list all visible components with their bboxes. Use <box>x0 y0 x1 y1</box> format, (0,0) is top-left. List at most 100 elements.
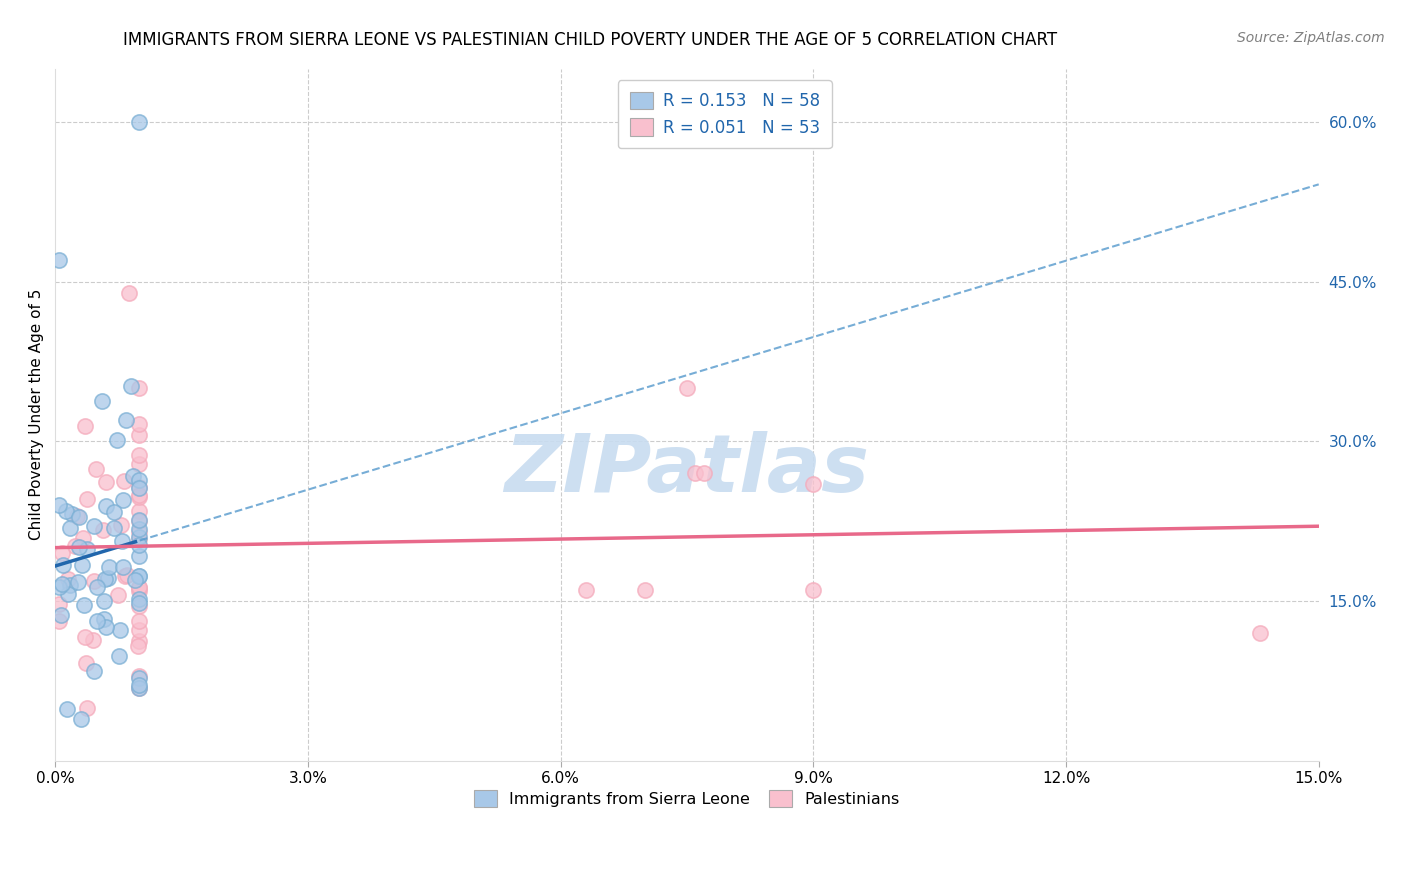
Point <box>128 569 150 583</box>
Point <box>67 510 90 524</box>
Point <box>117 567 139 582</box>
Point <box>128 569 150 583</box>
Point <box>83 664 105 678</box>
Point <box>55 504 77 518</box>
Point <box>103 505 125 519</box>
Point <box>103 521 125 535</box>
Point <box>128 428 150 442</box>
Point <box>575 583 598 598</box>
Y-axis label: Child Poverty Under the Age of 5: Child Poverty Under the Age of 5 <box>30 289 44 541</box>
Point <box>59 521 82 535</box>
Point <box>128 538 150 552</box>
Point <box>97 560 120 574</box>
Point <box>118 285 141 300</box>
Point <box>105 433 128 447</box>
Point <box>128 549 150 563</box>
Point <box>634 583 657 598</box>
Point <box>67 540 90 554</box>
Point <box>51 607 73 622</box>
Point <box>108 648 131 663</box>
Point <box>128 591 150 606</box>
Point <box>70 558 93 572</box>
Point <box>48 499 70 513</box>
Point <box>76 542 98 557</box>
Point <box>93 594 115 608</box>
Point <box>693 466 716 480</box>
Point <box>111 492 134 507</box>
Point <box>108 623 131 637</box>
Point <box>128 490 150 504</box>
Point <box>111 560 134 574</box>
Point <box>51 546 73 560</box>
Point <box>128 473 150 487</box>
Point <box>86 580 108 594</box>
Point <box>112 474 135 488</box>
Point <box>128 633 150 648</box>
Text: ZIPatlas: ZIPatlas <box>505 431 869 509</box>
Point <box>128 678 150 692</box>
Point <box>1249 626 1271 640</box>
Point <box>73 598 96 612</box>
Point <box>90 394 112 409</box>
Point <box>128 681 150 695</box>
Point <box>94 499 117 513</box>
Point <box>685 466 707 480</box>
Point <box>75 630 97 644</box>
Point <box>70 712 93 726</box>
Point <box>122 469 145 483</box>
Point <box>128 681 150 695</box>
Point <box>128 583 150 598</box>
Point <box>82 632 104 647</box>
Point <box>128 596 150 610</box>
Point <box>93 612 115 626</box>
Point <box>128 448 150 462</box>
Point <box>72 531 94 545</box>
Point <box>128 669 150 683</box>
Point <box>59 578 82 592</box>
Point <box>48 580 70 594</box>
Point <box>128 525 150 540</box>
Point <box>128 115 150 129</box>
Point <box>94 572 117 586</box>
Point <box>128 504 150 518</box>
Point <box>801 583 824 598</box>
Point <box>128 614 150 628</box>
Point <box>94 620 117 634</box>
Point <box>128 480 150 494</box>
Point <box>128 580 150 594</box>
Text: IMMIGRANTS FROM SIERRA LEONE VS PALESTINIAN CHILD POVERTY UNDER THE AGE OF 5 COR: IMMIGRANTS FROM SIERRA LEONE VS PALESTIN… <box>124 31 1057 49</box>
Point <box>76 491 98 506</box>
Point <box>83 519 105 533</box>
Point <box>56 587 79 601</box>
Point <box>73 418 96 433</box>
Point <box>75 656 97 670</box>
Point <box>107 588 129 602</box>
Point <box>124 573 146 587</box>
Point <box>76 701 98 715</box>
Point <box>83 574 105 589</box>
Point <box>128 581 150 595</box>
Point <box>115 413 138 427</box>
Point <box>56 701 79 715</box>
Point <box>801 476 824 491</box>
Point <box>114 569 136 583</box>
Point <box>128 599 150 613</box>
Point <box>127 639 149 653</box>
Point <box>63 540 86 554</box>
Point <box>128 623 150 637</box>
Point <box>128 458 150 472</box>
Point <box>48 253 70 268</box>
Point <box>128 532 150 546</box>
Point <box>66 509 89 524</box>
Point <box>94 475 117 490</box>
Point <box>91 524 114 538</box>
Point <box>128 481 150 495</box>
Point <box>128 530 150 544</box>
Point <box>128 514 150 528</box>
Point <box>67 575 90 590</box>
Point <box>128 512 150 526</box>
Point <box>97 571 120 585</box>
Point <box>51 576 73 591</box>
Point <box>56 572 79 586</box>
Point <box>120 378 142 392</box>
